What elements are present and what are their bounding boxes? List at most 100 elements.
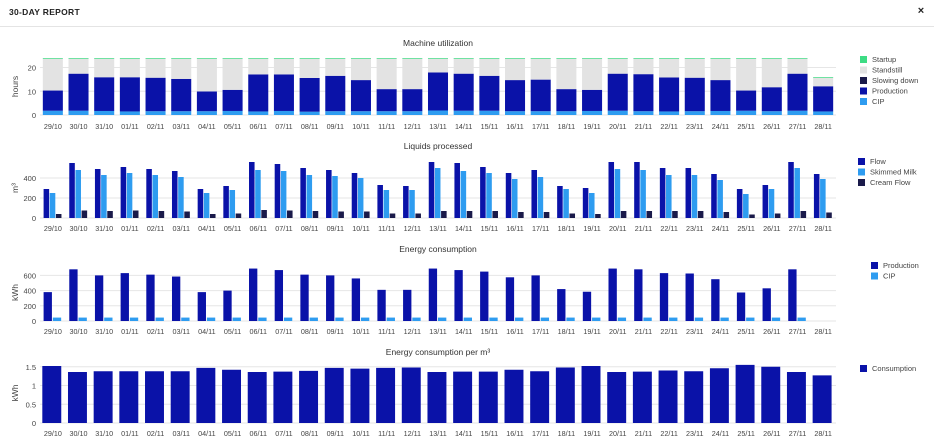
chart-0-xtick-label: 16/11: [506, 122, 523, 131]
chart-3-xtick-label: 25/11: [737, 429, 754, 438]
chart-0-bar-cip: [325, 111, 346, 115]
chart-2-xtick-label: 13/11: [429, 327, 446, 336]
chart-1-xtick-label: 04/11: [198, 224, 215, 233]
chart-1-bar-cream-flow: [774, 213, 781, 218]
chart-3-bar-consumption: [786, 372, 806, 423]
report-title: 30-DAY REPORT: [9, 7, 80, 17]
chart-0-bar-cip: [710, 110, 731, 115]
chart-1-bar-skimmed-milk: [75, 170, 81, 218]
chart-3-bar-consumption: [478, 371, 498, 423]
chart-0-bar-cip: [787, 110, 808, 115]
chart-2-bar-production: [146, 274, 155, 321]
chart-1-bar-flow: [454, 163, 460, 218]
chart-3-bar-consumption: [145, 371, 164, 423]
chart-3-xtick-label: 09/11: [327, 429, 344, 438]
chart-2-bar-cip: [412, 317, 421, 321]
chart-1-bar-flow: [531, 170, 538, 218]
chart-1-bar-skimmed-milk: [614, 169, 621, 218]
chart-0-xtick-label: 02/11: [147, 122, 164, 131]
chart-0-bar-startup: [376, 58, 397, 59]
chart-2-bar-production: [582, 291, 592, 321]
chart-1-bar-skimmed-milk: [434, 168, 441, 218]
chart-0-bar-standstill: [248, 58, 269, 75]
chart-0-xtick-label: 11/11: [378, 122, 395, 131]
chart-2-xtick-label: 17/11: [532, 327, 549, 336]
chart-0-bar-startup: [633, 58, 654, 59]
chart-2-bar-production: [326, 275, 335, 321]
chart-0-bar-standstill: [761, 58, 782, 88]
chart-1-bar-skimmed-milk: [511, 179, 518, 218]
chart-0-bar-cip: [145, 111, 166, 115]
chart-0-bar-production: [556, 89, 577, 112]
chart-0-xtick-label: 28/11: [814, 122, 831, 131]
chart-2-bar-production: [377, 289, 386, 321]
chart-2-bar-cip: [155, 317, 164, 321]
chart-3-bar-consumption: [581, 366, 601, 423]
chart-3-bar-consumption: [607, 372, 627, 423]
chart-2-bar-cip: [592, 317, 601, 321]
chart-1-bar-flow: [249, 162, 255, 218]
chart-0-bar-standstill: [171, 58, 192, 79]
chart-1-legend-label: Flow: [870, 157, 886, 166]
chart-0-bar-standstill: [530, 58, 551, 80]
chart-0-bar-cip: [299, 111, 320, 115]
chart-1-bar-skimmed-milk: [666, 175, 672, 218]
chart-0-bar-cip: [273, 110, 294, 115]
chart-1-bar-flow: [736, 189, 743, 218]
chart-0-bar-production: [710, 80, 731, 111]
close-icon[interactable]: ×: [917, 5, 925, 17]
chart-0-bar-production: [68, 73, 89, 111]
chart-0-bar-standstill: [710, 58, 731, 81]
chart-3-xtick-label: 19/11: [583, 429, 600, 438]
chart-3-bar-consumption: [761, 366, 781, 423]
chart-0-bar-cip: [684, 111, 705, 115]
chart-0-bar-startup: [42, 58, 63, 59]
chart-0-bar-standstill: [787, 58, 808, 74]
chart-0-bar-cip: [248, 111, 269, 115]
chart-3-ytick-label: 0.5: [26, 400, 36, 409]
chart-1-bar-flow: [377, 185, 383, 218]
chart-0-title: Machine utilization: [403, 38, 473, 48]
chart-1-bar-skimmed-milk: [409, 190, 415, 218]
chart-2-xtick-label: 12/11: [404, 327, 421, 336]
chart-3-xtick-label: 08/11: [301, 429, 318, 438]
chart-0-bar-production: [761, 87, 782, 112]
chart-3-xtick-label: 02/11: [147, 429, 164, 438]
chart-3-xtick-label: 24/11: [712, 429, 729, 438]
chart-1-bar-cream-flow: [389, 213, 396, 218]
chart-0-xtick-label: 18/11: [558, 122, 575, 131]
chart-2-bar-production: [197, 292, 206, 321]
chart-1-xtick-label: 07/11: [275, 224, 292, 233]
chart-3-xtick-label: 12/11: [404, 429, 421, 438]
chart-2-bar-production: [171, 276, 181, 321]
chart-0-xtick-label: 22/11: [660, 122, 677, 131]
chart-2-bar-cip: [515, 317, 524, 321]
chart-1-bar-flow: [171, 171, 178, 218]
chart-1-bar-skimmed-milk: [691, 175, 698, 218]
chart-1-xtick-label: 20/11: [609, 224, 626, 233]
chart-3-ytick-label: 1.5: [26, 363, 36, 372]
chart-0-bar-startup: [402, 58, 423, 59]
chart-0-bar-standstill: [659, 58, 680, 78]
chart-1-bar-flow: [711, 174, 717, 218]
chart-0-bar-cip: [659, 111, 680, 115]
chart-0-bar-standstill: [582, 58, 603, 90]
chart-2-bar-production: [300, 274, 309, 321]
chart-2-bar-cip: [258, 317, 267, 321]
chart-1-xtick-label: 17/11: [532, 224, 549, 233]
chart-0-xtick-label: 24/11: [712, 122, 729, 131]
chart-3-title: Energy consumption per m³: [386, 347, 491, 357]
chart-3-bar-consumption: [684, 371, 704, 423]
chart-1-bar-cream-flow: [158, 211, 165, 218]
chart-2-bar-cip: [694, 317, 704, 321]
chart-0-xtick-label: 08/11: [301, 122, 318, 131]
chart-3-xtick-label: 26/11: [763, 429, 780, 438]
chart-0-bar-standstill: [556, 58, 577, 90]
chart-0-bar-standstill: [505, 58, 526, 81]
chart-0-bar-production: [530, 79, 551, 112]
chart-1-bar-skimmed-milk: [537, 177, 544, 218]
chart-2-xtick-label: 19/11: [583, 327, 600, 336]
chart-1-ytick-label: 0: [32, 214, 36, 223]
chart-2-xtick-label: 09/11: [327, 327, 344, 336]
chart-1-xtick-label: 14/11: [455, 224, 472, 233]
